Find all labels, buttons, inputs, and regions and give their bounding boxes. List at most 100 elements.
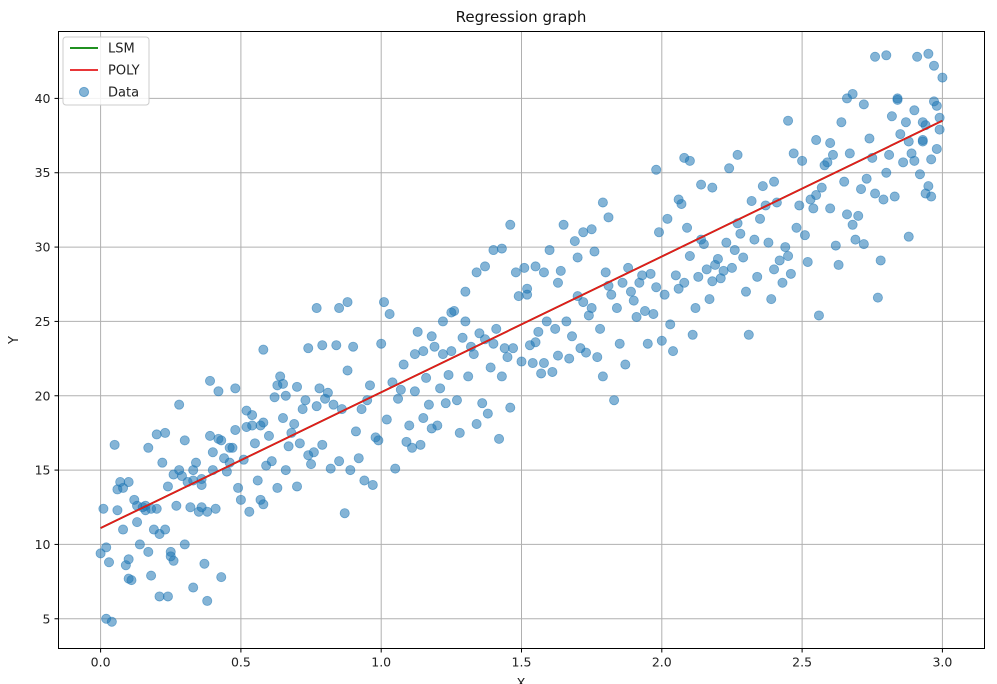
data-point [589,246,600,257]
data-point [325,463,336,474]
data-point [328,399,339,410]
data-point [920,188,931,199]
data-point [171,500,182,511]
data-point [561,316,572,327]
data-point [830,240,841,251]
data-point [617,277,628,288]
data-point [429,341,440,352]
data-point [353,453,364,464]
data-point [813,310,824,321]
data-point [679,277,690,288]
data-point [799,230,810,241]
data-point [440,398,451,409]
data-point [311,303,322,314]
data-point [707,182,718,193]
data-point [508,343,519,354]
data-point [827,149,838,160]
plot-frame [58,31,985,649]
data-point [707,276,718,287]
data-point [348,341,359,352]
data-point [418,346,429,357]
data-point [202,506,213,517]
y-axis: 5 10 15 20 25 30 35 40 [35,91,59,626]
data-point [364,380,375,391]
y-axis-label: Y [7,336,22,345]
data-point [460,316,471,327]
data-point [224,442,235,453]
data-point [783,250,794,261]
data-point [168,469,179,480]
data-point [516,356,527,367]
data-point [628,295,639,306]
data-point [665,319,676,330]
data-point [179,539,190,550]
data-point [856,184,867,195]
data-point [488,338,499,349]
data-point [595,323,606,334]
data-point [712,253,723,264]
data-point [185,502,196,513]
data-point [763,237,774,248]
data-point [112,505,123,516]
data-point [207,447,218,458]
data-point [656,335,667,346]
data-point [912,51,923,62]
data-point [811,135,822,146]
data-point [494,433,505,444]
data-point [216,435,227,446]
data-point [482,408,493,419]
data-point [379,297,390,308]
data-point [308,447,319,458]
data-point [258,344,269,355]
data-point [696,179,707,190]
data-point [160,427,171,438]
data-point [384,308,395,319]
data-point [373,435,384,446]
data-point [544,245,555,256]
data-point [847,219,858,230]
x-tick-label: 2.5 [792,655,812,670]
x-tick-label: 0.5 [231,655,251,670]
data-point [356,404,367,415]
legend: LSM POLY Data [62,36,150,106]
data-point [146,570,157,581]
data-point [547,366,558,377]
data-point [934,112,945,123]
data-point [395,384,406,395]
data-point [926,154,937,165]
legend-label: LSM [108,42,135,57]
data-point [923,48,934,59]
data-point [168,555,179,566]
data-point [836,117,847,128]
data-point [668,346,679,357]
data-point [454,427,465,438]
data-point [844,148,855,159]
data-point [477,398,488,409]
data-point [533,326,544,337]
data-point [597,197,608,208]
y-tick-label: 10 [35,537,51,552]
data-point [317,439,328,450]
data-point [134,539,145,550]
data-point [931,100,942,111]
data-point [334,456,345,467]
data-point [376,338,387,349]
data-point [311,401,322,412]
data-point [718,265,729,276]
data-point [367,479,378,490]
data-point [446,307,457,318]
data-point [903,231,914,242]
data-point [550,323,561,334]
data-point [463,371,474,382]
data-point [409,349,420,360]
data-point [339,508,350,519]
data-point [847,88,858,99]
data-point [205,375,216,386]
legend-label: Data [108,86,139,101]
data-point [552,350,563,361]
data-point [527,358,538,369]
data-point [752,271,763,282]
data-point [499,343,510,354]
data-point [283,441,294,452]
